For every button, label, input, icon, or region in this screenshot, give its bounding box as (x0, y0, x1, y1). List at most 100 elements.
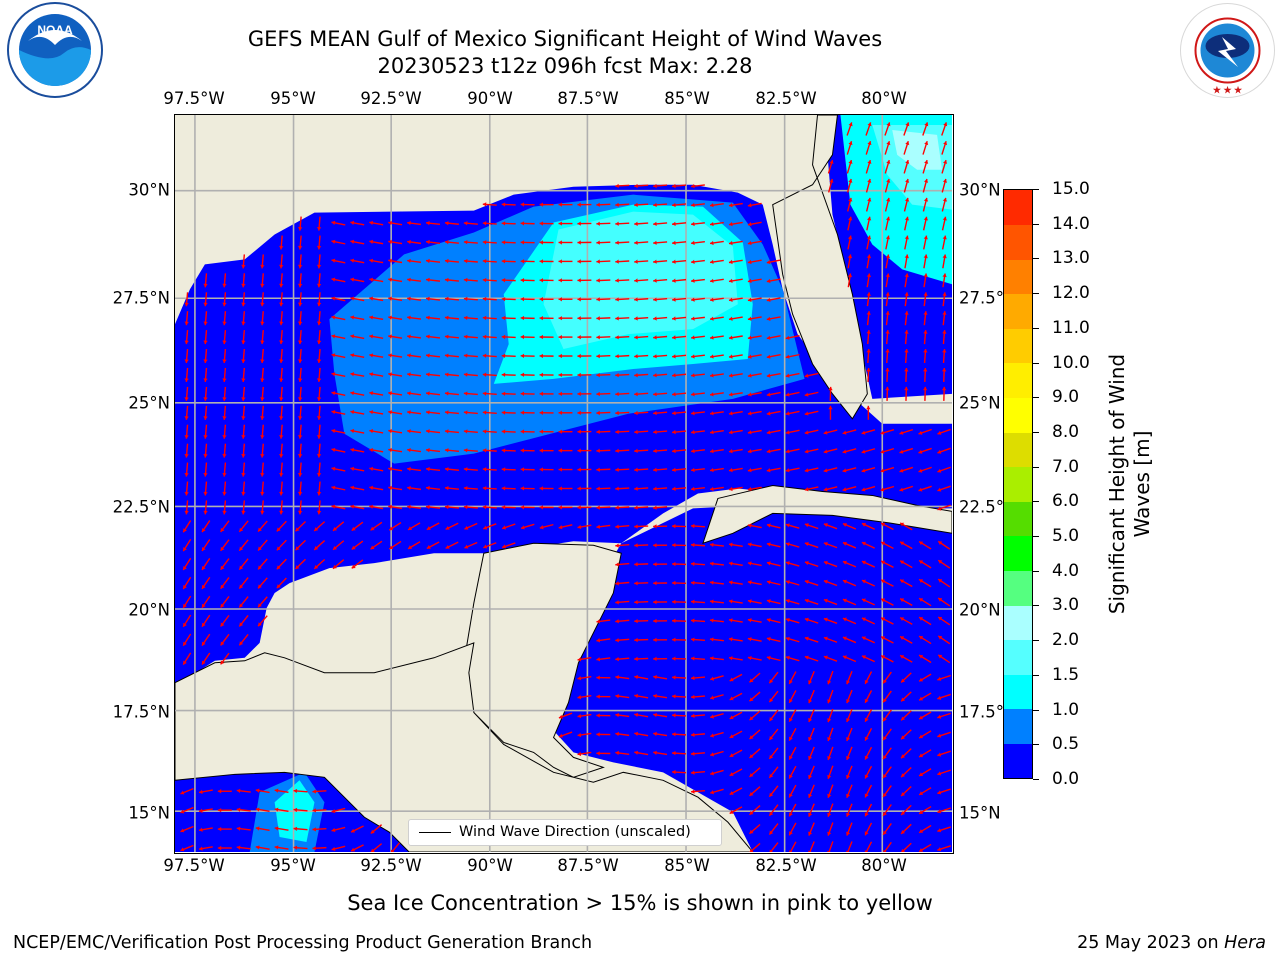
wind-wave-arrow (615, 221, 630, 226)
wind-wave-arrow (184, 330, 189, 345)
wind-wave-arrow (184, 481, 189, 496)
wind-wave-arrow (370, 843, 383, 853)
wind-wave-arrow (634, 693, 649, 699)
wind-wave-arrow (785, 410, 800, 416)
wind-wave-arrow (501, 315, 516, 321)
wind-wave-arrow (766, 410, 781, 416)
wind-wave-arrow (861, 598, 875, 606)
wind-wave-arrow (923, 292, 928, 307)
wind-wave-arrow (634, 410, 649, 416)
wind-wave-arrow (728, 240, 743, 246)
wind-wave-arrow (766, 599, 781, 605)
wind-wave-arrow (766, 467, 781, 473)
wind-wave-arrow (918, 616, 932, 626)
wind-wave-arrow (827, 727, 834, 742)
wind-wave-arrow (520, 315, 535, 321)
wind-wave-arrow (634, 581, 649, 586)
wind-wave-arrow (558, 372, 573, 378)
wind-wave-arrow (828, 386, 833, 401)
colorbar-segment (1004, 501, 1032, 537)
wind-wave-arrow (653, 712, 668, 718)
wind-wave-arrow (885, 367, 890, 382)
wind-wave-arrow (672, 335, 687, 340)
wind-wave-arrow (260, 424, 265, 439)
colorbar-tick-label: 0.5 (1052, 734, 1080, 755)
wind-wave-arrow (615, 335, 630, 340)
wind-wave-arrow (709, 373, 724, 378)
wind-wave-arrow (653, 693, 668, 699)
wind-wave-arrow (634, 373, 649, 378)
wind-wave-arrow (463, 486, 478, 491)
wind-wave-arrow (766, 448, 781, 454)
wind-wave-arrow (861, 560, 875, 568)
wind-wave-arrow (520, 334, 535, 340)
wind-wave-arrow (918, 730, 932, 739)
wind-wave-arrow (941, 197, 948, 212)
wind-wave-arrow (596, 297, 611, 302)
wind-wave-arrow (768, 690, 779, 703)
wind-wave-arrow (539, 372, 554, 378)
wind-wave-arrow (728, 221, 743, 227)
wind-wave-arrow (729, 730, 743, 739)
map-panel: Wind Wave Direction (unscaled) (174, 114, 954, 854)
wind-wave-arrow (369, 410, 384, 415)
wind-wave-arrow (672, 769, 687, 775)
colorbar-tick-label: 12.0 (1052, 283, 1090, 304)
wind-wave-arrow (407, 410, 422, 415)
wind-wave-arrow (747, 429, 762, 435)
wind-wave-arrow (804, 617, 819, 624)
wind-wave-arrow (279, 254, 284, 269)
wind-wave-arrow (444, 315, 459, 320)
wind-wave-arrow (350, 466, 365, 472)
mexico-south-land (175, 642, 754, 853)
wind-wave-arrow (937, 616, 951, 626)
colorbar-tick-label: 8.0 (1052, 421, 1080, 442)
wind-wave-arrow (747, 655, 762, 661)
wind-wave-arrow (804, 448, 819, 454)
wind-wave-arrow (861, 579, 875, 587)
wind-wave-arrow (918, 559, 932, 569)
colorbar-segment (1004, 328, 1032, 364)
wind-wave-arrow (842, 617, 857, 625)
colorbar-tick-label: 1.0 (1052, 699, 1080, 720)
colorbar-tick-mark (1033, 327, 1039, 329)
wind-wave-arrow (558, 505, 573, 510)
wind-wave-arrow (180, 806, 194, 814)
wind-wave-arrow (220, 539, 230, 552)
wind-wave-arrow (747, 391, 762, 397)
colorbar-tick-label: 6.0 (1052, 491, 1080, 512)
wind-wave-arrow (312, 846, 327, 851)
wind-wave-arrow (369, 391, 384, 396)
colorbar-label-line1: Significant Height of Wind (1105, 353, 1129, 615)
wind-wave-arrow (241, 273, 246, 288)
wind-wave-arrow (298, 443, 303, 458)
colorbar-tick-label: 1.5 (1052, 664, 1080, 685)
wind-wave-arrow (501, 372, 516, 377)
lon-tick-top: 85°W (664, 89, 710, 108)
wind-wave-arrow (864, 822, 873, 836)
wind-wave-arrow (634, 240, 649, 245)
wind-wave-arrow (728, 599, 743, 604)
wind-wave-arrow (634, 391, 649, 397)
wind-wave-arrow (847, 254, 853, 269)
wind-wave-arrow (749, 729, 761, 740)
wind-wave-arrow (615, 656, 630, 662)
wind-wave-arrow (864, 709, 873, 723)
wind-wave-arrow (463, 429, 478, 434)
wind-wave-arrow (918, 824, 932, 834)
wind-wave-arrow (444, 372, 459, 377)
wind-wave-arrow (238, 539, 249, 552)
wind-wave-arrow (864, 671, 873, 685)
wind-wave-arrow (861, 429, 876, 435)
wind-wave-arrow (937, 674, 951, 681)
colorbar-segment (1004, 535, 1032, 571)
wind-wave-arrow (864, 765, 873, 779)
wind-wave-arrow (785, 655, 800, 662)
wind-wave-arrow (331, 258, 346, 264)
wind-wave-arrow (768, 671, 779, 684)
wind-wave-arrow (937, 540, 951, 550)
wind-wave-arrow (866, 235, 872, 250)
wind-wave-arrow (520, 429, 535, 434)
wind-wave-arrow (558, 391, 573, 396)
wind-wave-arrow (501, 221, 516, 226)
